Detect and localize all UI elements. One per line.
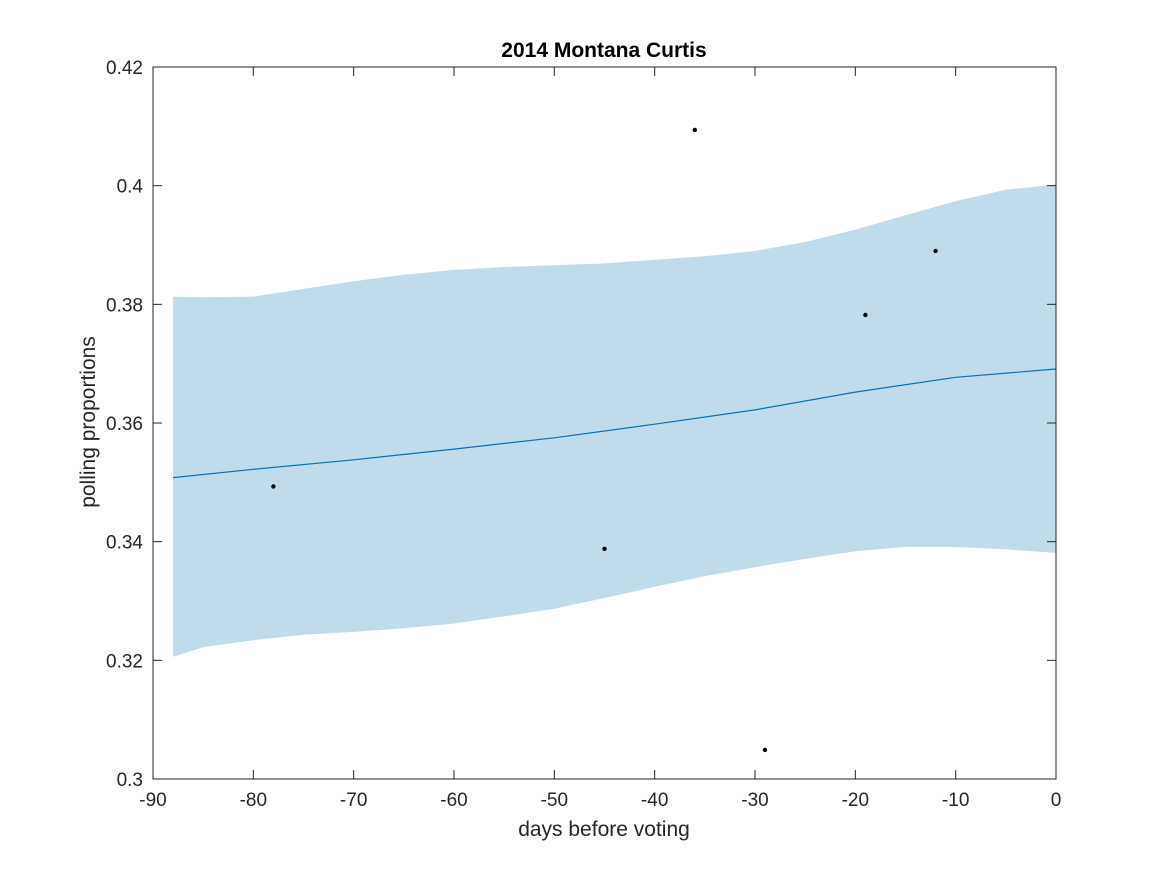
data-point-1: [271, 484, 276, 489]
y-tick-label: 0.38: [106, 295, 143, 316]
plot-area: [173, 127, 1057, 753]
y-tick-label: 0.42: [106, 58, 143, 79]
y-tick-label: 0.32: [106, 651, 143, 672]
x-tick-label: -30: [741, 790, 768, 811]
chart-title: 2014 Montana Curtis: [501, 39, 706, 62]
x-tick-label: -70: [340, 790, 367, 811]
confidence-band: [173, 184, 1057, 657]
x-tick-label: -50: [541, 790, 568, 811]
x-tick-label: -10: [942, 790, 969, 811]
data-point-3: [692, 127, 697, 133]
data-point-2: [602, 546, 607, 551]
trend-line: [173, 368, 1057, 479]
x-tick-label: -80: [240, 790, 267, 811]
x-tick-label: -40: [641, 790, 668, 811]
y-tick-label: 0.34: [106, 533, 143, 554]
x-tick-label: -90: [139, 790, 166, 811]
data-point-6: [933, 248, 938, 254]
data-point-4: [762, 747, 768, 753]
x-tick-label: 0: [1051, 790, 1062, 811]
y-axis-label: polling proportions: [77, 336, 100, 508]
axes: -90 -80 -70 -60 -50 -40 -30 -20 -10 0 0.3 0.32 0.34 0…: [106, 58, 1061, 811]
data-point-5: [863, 312, 868, 318]
x-axis-label: days before voting: [518, 818, 690, 841]
x-tick-label: -20: [842, 790, 869, 811]
y-tick-label: 0.4: [117, 177, 144, 198]
y-tick-label: 0.3: [117, 770, 143, 791]
x-tick-label: -60: [440, 790, 467, 811]
y-tick-label: 0.36: [106, 414, 143, 435]
